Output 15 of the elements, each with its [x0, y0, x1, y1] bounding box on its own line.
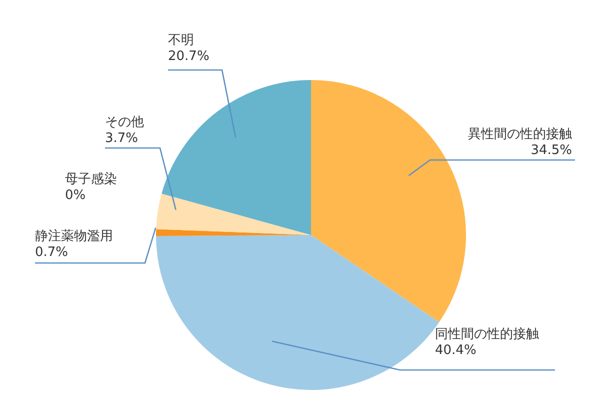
data-label: 3.7%	[105, 131, 138, 146]
slice-label: 同性間の性的接触	[435, 327, 539, 342]
pie-slice	[162, 80, 311, 235]
slice-label: その他	[105, 115, 144, 130]
pie-slice	[311, 80, 466, 322]
data-label: 0.7%	[35, 245, 68, 260]
pie-slice	[156, 194, 311, 235]
text: 0%	[65, 188, 86, 203]
data-label: 40.4%	[435, 343, 476, 358]
category-label: 母子感染	[65, 172, 117, 187]
slice-label: 不明	[168, 33, 194, 48]
slice-label: 静注薬物濫用	[35, 229, 113, 244]
slice-label: 異性間の性的接触	[468, 127, 572, 142]
data-label: 34.5%	[530, 143, 572, 158]
data-label: 20.7%	[168, 49, 210, 64]
